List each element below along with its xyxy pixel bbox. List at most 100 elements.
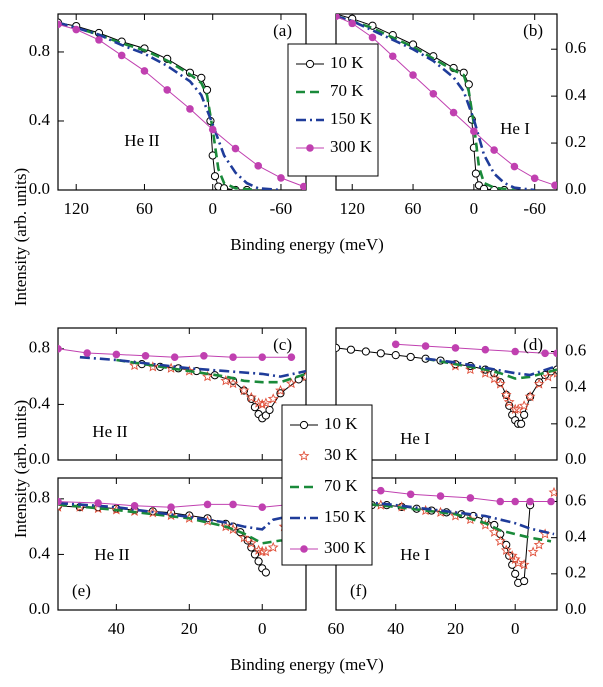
marker xyxy=(510,162,519,171)
marker xyxy=(247,543,256,552)
panel: 0.0 0.4 0.8 (c) He II xyxy=(29,327,307,468)
x-tick-label: 120 xyxy=(339,199,365,218)
series-line xyxy=(425,357,557,377)
marker xyxy=(511,347,519,356)
x-axis-title: Binding energy (meV) xyxy=(230,655,384,674)
panel: 60 40 20 0 0.0 0.2 0.4 0.6 (f) He I xyxy=(328,477,587,638)
marker xyxy=(167,503,175,511)
marker xyxy=(208,125,217,134)
marker xyxy=(83,349,91,357)
marker xyxy=(186,105,194,113)
marker xyxy=(376,349,385,358)
marker xyxy=(245,537,257,548)
marker xyxy=(202,370,213,382)
y-tick-label: 0.6 xyxy=(565,340,586,359)
marker xyxy=(200,351,208,360)
marker xyxy=(406,490,415,499)
panel: 40 20 0 0.0 0.4 0.8 (e)He II xyxy=(29,477,307,638)
series-line xyxy=(341,500,552,543)
marker xyxy=(520,410,529,419)
panel-label: (e) xyxy=(72,581,91,600)
series-line xyxy=(116,358,306,384)
y-axis-title: Intensity (arb. units) xyxy=(11,400,30,538)
marker xyxy=(524,391,536,402)
marker xyxy=(547,497,555,506)
marker xyxy=(488,526,500,537)
marker xyxy=(451,344,460,352)
marker xyxy=(518,559,530,570)
marker xyxy=(267,393,279,404)
marker xyxy=(141,351,150,360)
marker xyxy=(277,174,285,182)
marker xyxy=(140,67,149,75)
marker xyxy=(305,59,315,69)
legend-label: 300 K xyxy=(330,137,373,156)
marker xyxy=(520,576,529,586)
marker xyxy=(346,345,356,354)
marker xyxy=(258,503,267,511)
annotation: He II xyxy=(92,422,128,441)
panel-label: (c) xyxy=(273,335,292,354)
marker xyxy=(500,544,512,555)
marker xyxy=(298,450,310,461)
legend-label: 300 K xyxy=(324,538,367,557)
marker xyxy=(72,25,81,34)
marker xyxy=(299,420,309,430)
series-line xyxy=(79,355,306,378)
marker xyxy=(409,71,417,79)
legend-label: 30 K xyxy=(324,445,358,464)
marker xyxy=(368,33,377,42)
marker xyxy=(285,377,297,389)
marker xyxy=(238,532,250,543)
series-line xyxy=(58,503,306,545)
marker xyxy=(117,51,126,60)
marker xyxy=(58,20,62,29)
marker xyxy=(300,545,308,553)
legend-label: 150 K xyxy=(324,507,367,526)
marker xyxy=(256,545,268,557)
y-tick-label: 0.2 xyxy=(565,132,586,151)
annotation: He I xyxy=(400,429,430,448)
marker xyxy=(245,391,257,403)
series-line xyxy=(58,501,292,508)
marker xyxy=(376,486,385,495)
y-tick-label: 0.0 xyxy=(565,449,586,468)
plot-area xyxy=(336,340,557,428)
x-tick-label: -60 xyxy=(270,199,293,218)
x-tick-label: 0 xyxy=(470,199,479,218)
marker xyxy=(391,351,400,360)
marker xyxy=(503,396,515,407)
marker xyxy=(391,340,400,349)
legend-label: 70 K xyxy=(330,81,364,100)
panel-frame xyxy=(335,327,558,461)
x-tick-label: 0 xyxy=(258,619,267,638)
legend-label: 150 K xyxy=(330,109,373,128)
x-tick-label: 60 xyxy=(328,619,345,638)
x-tick-label: 40 xyxy=(387,619,404,638)
marker xyxy=(470,127,478,136)
x-tick-label: -60 xyxy=(523,199,546,218)
marker xyxy=(163,86,172,94)
y-tick-label: 0.6 xyxy=(565,490,586,509)
x-tick-label: 40 xyxy=(108,619,125,638)
marker xyxy=(238,384,250,396)
legend-frame xyxy=(287,43,379,177)
marker xyxy=(494,535,506,546)
marker xyxy=(511,497,519,506)
legend-label: 10 K xyxy=(330,53,364,72)
y-tick-label: 0.4 xyxy=(565,377,587,396)
panel: 120 60 0 -60 0.0 0.4 0.8 (a) He II xyxy=(29,13,307,218)
marker xyxy=(533,539,545,550)
marker xyxy=(275,384,286,396)
marker xyxy=(267,541,279,553)
y-tick-label: 0.0 xyxy=(565,179,586,198)
marker xyxy=(481,345,490,354)
legend: 10 K 70 K 150 K 300 K xyxy=(287,43,379,177)
marker xyxy=(429,89,438,98)
x-axis-title: Binding energy (meV) xyxy=(230,235,384,254)
panel-frame xyxy=(335,477,558,611)
marker xyxy=(147,507,159,518)
panel-label: (a) xyxy=(273,21,292,40)
marker xyxy=(227,377,239,389)
